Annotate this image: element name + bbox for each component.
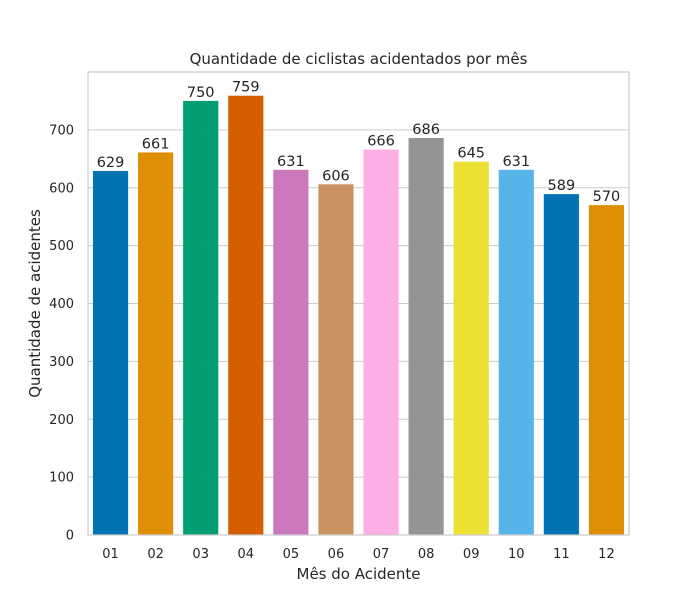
y-tick-label: 500: [49, 239, 74, 254]
x-tick-label: 02: [147, 547, 164, 562]
bar-12: [588, 205, 625, 536]
bar-11: [543, 194, 579, 535]
data-label: 645: [457, 146, 485, 162]
data-label: 629: [97, 155, 125, 171]
bar-05: [273, 169, 309, 535]
y-axis-label: Quantidade de acidentes: [26, 209, 44, 398]
bar-01: [92, 170, 129, 535]
data-label: 606: [322, 168, 350, 184]
chart-title: Quantidade de ciclistas acidentados por …: [190, 50, 528, 68]
plot-frame: [87, 71, 630, 536]
x-tick-label: 01: [102, 547, 119, 562]
bar-07: [363, 149, 399, 536]
bar-02: [138, 152, 174, 536]
x-tick-label: 07: [373, 547, 390, 562]
y-tick-label: 0: [66, 529, 74, 544]
data-label: 631: [502, 154, 530, 170]
x-tick-label: 09: [463, 547, 480, 562]
x-tick-label: 12: [598, 547, 615, 562]
data-label: 666: [367, 134, 395, 150]
x-tick-label: 05: [283, 547, 300, 562]
x-tick-label: 03: [192, 547, 209, 562]
x-tick-label: 11: [553, 547, 570, 562]
y-tick-label: 300: [49, 355, 74, 370]
grid-lines: [88, 129, 629, 536]
x-tick-label: 06: [328, 547, 345, 562]
bar-03: [183, 100, 219, 535]
x-tick-label: 08: [418, 547, 435, 562]
x-tick-label: 04: [238, 547, 255, 562]
y-tick-label: 600: [49, 181, 74, 196]
bars: [92, 95, 625, 536]
y-tick-label: 200: [49, 413, 74, 428]
data-label: 570: [593, 189, 621, 205]
data-label: 759: [232, 80, 260, 96]
x-axis-label: Mês do Acidente: [297, 565, 421, 583]
data-label: 661: [142, 136, 170, 152]
y-tick-label: 100: [49, 471, 74, 486]
y-tick-label: 700: [49, 123, 74, 138]
data-label: 589: [548, 178, 576, 194]
bar-06: [318, 184, 354, 535]
x-tick-label: 10: [508, 547, 525, 562]
bar-10: [498, 169, 534, 535]
x-axis-ticks: 01 02 03 04 05 06 07 08 09 10 11 12: [102, 547, 614, 562]
bar-09: [453, 161, 489, 536]
y-axis-ticks: 0 100 200 300 400 500 600 700: [49, 123, 74, 543]
data-label: 686: [412, 122, 440, 138]
data-label: 631: [277, 154, 305, 170]
y-tick-label: 400: [49, 297, 74, 312]
data-labels: 629 661 750 759 631 606 666 686 645 631 589 570: [97, 80, 621, 205]
bar-08: [408, 137, 444, 536]
bar-04: [228, 95, 264, 535]
data-label: 750: [187, 85, 215, 101]
